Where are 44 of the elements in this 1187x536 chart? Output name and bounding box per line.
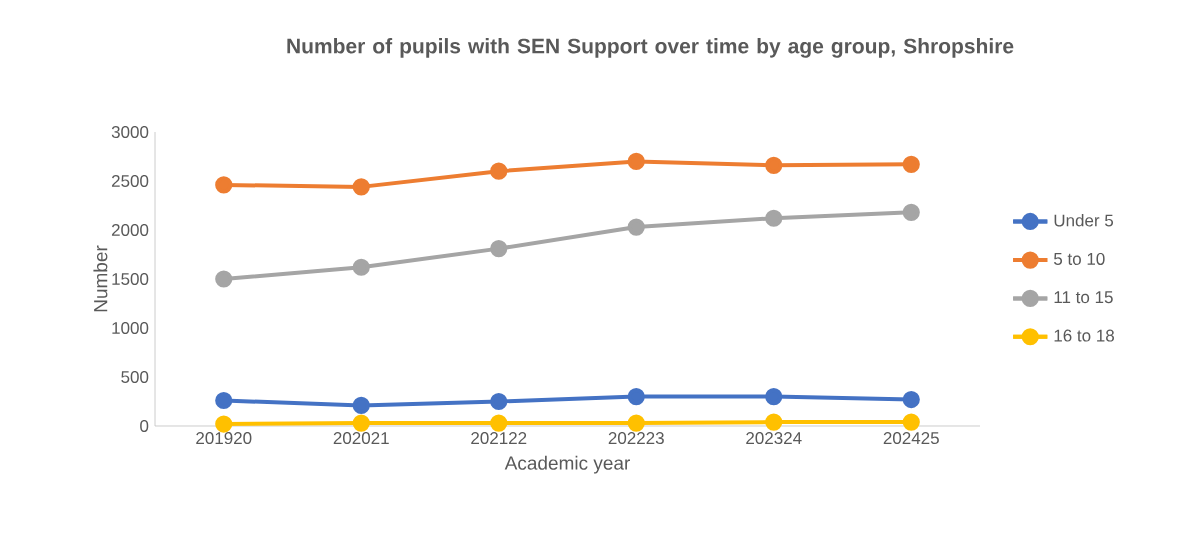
legend-label: 16 to 18 — [1054, 329, 1114, 342]
point — [627, 152, 645, 170]
x-tick-label: 202324 — [746, 432, 802, 445]
x-axis-title: Academic year — [504, 455, 630, 474]
point — [902, 155, 920, 173]
point — [490, 240, 508, 258]
point — [627, 218, 645, 236]
point — [765, 413, 783, 431]
point — [490, 414, 508, 432]
y-tick-label: 500 — [121, 371, 149, 384]
point — [627, 388, 645, 406]
y-axis-title: Number — [93, 245, 108, 312]
point — [215, 270, 233, 288]
point — [490, 392, 508, 411]
point — [765, 209, 783, 227]
point — [902, 203, 920, 221]
y-tick-label: 1000 — [112, 322, 149, 335]
point — [352, 178, 370, 196]
legend-label: 5 to 10 — [1054, 252, 1105, 265]
point — [490, 162, 508, 180]
chart-title: Number of pupils with SEN Support over time by age group, Shropshire — [287, 38, 1014, 58]
point — [627, 414, 645, 432]
y-tick-label: 2500 — [111, 175, 149, 188]
point — [765, 156, 783, 174]
x-tick-label: 202425 — [883, 432, 939, 445]
y-tick-label: 1500 — [112, 273, 149, 286]
point — [215, 391, 233, 410]
point — [765, 388, 783, 406]
legend-label: Under 5 — [1054, 214, 1114, 227]
point — [352, 258, 370, 276]
point — [215, 415, 233, 433]
point — [902, 390, 920, 409]
legend-label: 11 to 15 — [1054, 291, 1113, 304]
x-tick-label: 202122 — [471, 432, 527, 445]
y-tick-label: 2000 — [111, 224, 149, 237]
x-tick-label: 202021 — [333, 432, 389, 445]
point — [902, 413, 920, 431]
x-tick-label: 201920 — [196, 432, 252, 445]
y-tick-label: 0 — [140, 419, 149, 433]
point — [352, 396, 370, 415]
y-tick-label: 3000 — [111, 126, 149, 139]
x-tick-label: 202223 — [608, 432, 664, 445]
point — [352, 414, 370, 432]
point — [215, 176, 233, 194]
